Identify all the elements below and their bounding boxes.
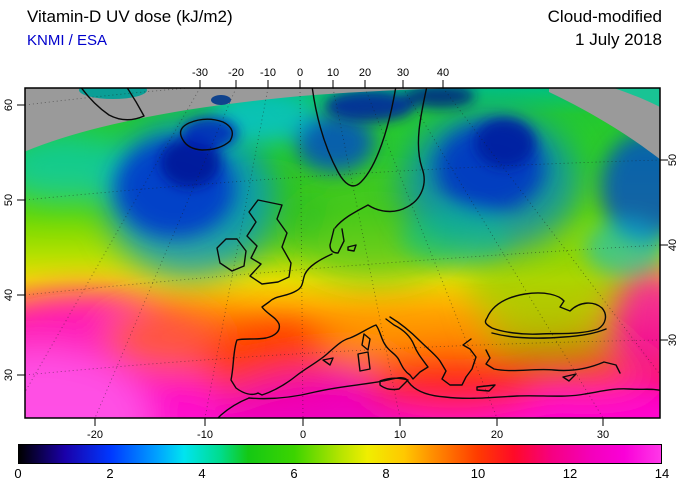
bottom-axis-tick-label: 30 <box>597 429 609 440</box>
mode-label: Cloud-modified <box>547 7 662 26</box>
colorbar-tick-label: 14 <box>654 466 670 481</box>
colorbar-gradient <box>18 444 662 464</box>
coast-sicily <box>379 377 409 391</box>
bottom-axis-tick-label: -10 <box>197 429 213 440</box>
axis-ticks <box>17 80 668 426</box>
colorbar-tick-label: 0 <box>14 466 22 481</box>
coast-sardinia <box>357 351 371 372</box>
coast-morocco <box>217 397 250 418</box>
coastlines <box>80 88 660 418</box>
bottom-axis-tick-label: 0 <box>300 429 306 440</box>
coast-iceland <box>179 118 233 151</box>
top-axis-tick-label: -30 <box>192 67 208 79</box>
colorbar-tick-label: 6 <box>290 466 298 481</box>
right-axis-tick-label: 40 <box>667 239 679 251</box>
coast-corsica <box>361 333 371 351</box>
top-axis-tick-label: 20 <box>359 67 371 79</box>
coast-britain <box>246 199 292 285</box>
map-plot: -30 -20 -10 0 10 20 30 40 -20 -10 0 10 2… <box>3 67 679 440</box>
coast-turkey-south <box>485 349 621 374</box>
axis-labels: -30 -20 -10 0 10 20 30 40 -20 -10 0 10 2… <box>3 67 679 440</box>
colorbar-tick-label: 12 <box>562 466 578 481</box>
date-label: 1 July 2018 <box>575 30 662 49</box>
map-frame <box>24 87 661 419</box>
coast-north-africa <box>248 377 660 400</box>
left-axis-tick-label: 60 <box>3 99 15 111</box>
colorbar-tick-label: 8 <box>382 466 390 481</box>
right-axis-tick-label: 30 <box>667 334 679 346</box>
coast-crete <box>476 384 496 392</box>
coast-danish-isles <box>347 244 357 252</box>
top-axis-tick-label: 30 <box>397 67 409 79</box>
warm-dose-patches <box>25 268 660 418</box>
coast-west-europe <box>230 253 429 396</box>
left-axis-tick-label: 40 <box>3 289 15 301</box>
coast-scandinavia <box>311 88 397 187</box>
coast-greenland <box>80 88 145 121</box>
coast-denmark <box>329 228 345 254</box>
page-title: Vitamin-D UV dose (kJ/m2) <box>27 7 233 26</box>
graticule <box>25 88 660 418</box>
colorbar-tick-label: 2 <box>106 466 114 481</box>
coast-turkey-north <box>491 328 607 339</box>
coast-balkans-greece <box>389 316 477 386</box>
bottom-axis-tick-label: 10 <box>394 429 406 440</box>
left-axis-tick-label: 50 <box>3 194 15 206</box>
coast-mallorca <box>322 357 334 366</box>
colorbar-tick-label: 10 <box>470 466 486 481</box>
coast-ireland <box>216 238 247 272</box>
no-data-region <box>25 88 660 160</box>
right-axis-tick-label: 50 <box>667 154 679 166</box>
map-field <box>25 88 660 418</box>
top-axis-tick-label: -20 <box>228 67 244 79</box>
bottom-axis-tick-label: 20 <box>491 429 503 440</box>
bottom-axis-tick-label: -20 <box>87 429 103 440</box>
top-axis-tick-label: -10 <box>260 67 276 79</box>
top-axis-tick-label: 40 <box>437 67 449 79</box>
coast-baltic <box>334 88 428 229</box>
left-axis-tick-label: 30 <box>3 369 15 381</box>
coast-black-sea <box>484 292 607 335</box>
top-axis-tick-label: 10 <box>327 67 339 79</box>
source-credit: KNMI / ESA <box>27 32 108 49</box>
top-axis-tick-label: 0 <box>297 67 303 79</box>
swath-sliver <box>613 88 660 107</box>
colorbar-tick-label: 4 <box>198 466 206 481</box>
cloud-dose-patches <box>25 88 660 278</box>
coast-cyprus <box>562 373 577 382</box>
